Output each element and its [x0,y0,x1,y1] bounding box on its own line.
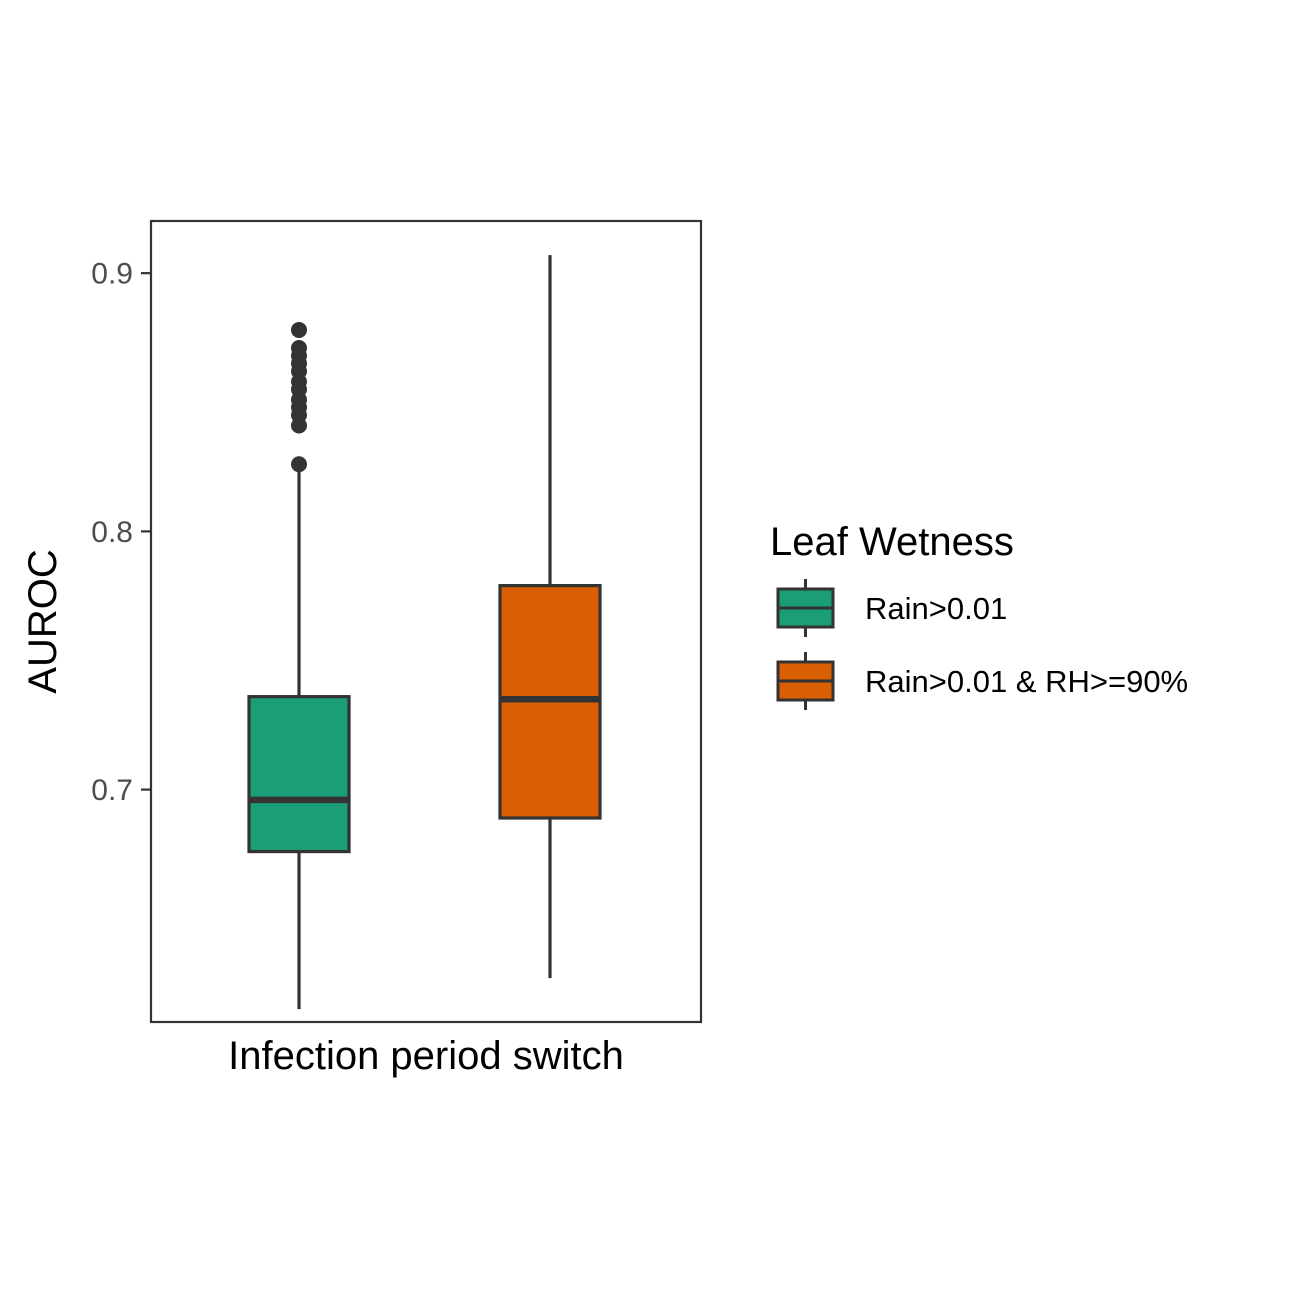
legend: Leaf Wetness Rain>0.01 Rain>0.01 & RH>=90… [770,520,1188,710]
box-group [498,255,602,979]
legend-label: Rain>0.01 [865,591,1007,626]
box-iqr [247,695,351,854]
outlier-point [291,456,307,473]
plot-panel [149,219,703,1024]
outlier-point [291,321,307,338]
y-tick-label: 0.8 [91,516,133,549]
legend-entry: Rain>0.01 & RH>=90% [776,652,1188,710]
x-axis-title: Infection period switch [228,1034,624,1078]
y-axis: 0.7 0.8 0.9 [91,258,151,807]
y-tick-label: 0.9 [91,258,133,291]
box-group [247,321,351,1010]
outlier-point [291,340,307,357]
legend-label: Rain>0.01 & RH>=90% [865,664,1188,699]
legend-title: Leaf Wetness [770,520,1014,564]
legend-entry: Rain>0.01 [776,579,1007,637]
box-marks [247,255,602,1010]
y-tick-label: 0.7 [91,774,133,807]
y-axis-title: AUROC [21,549,65,693]
panel-border [149,219,703,1024]
